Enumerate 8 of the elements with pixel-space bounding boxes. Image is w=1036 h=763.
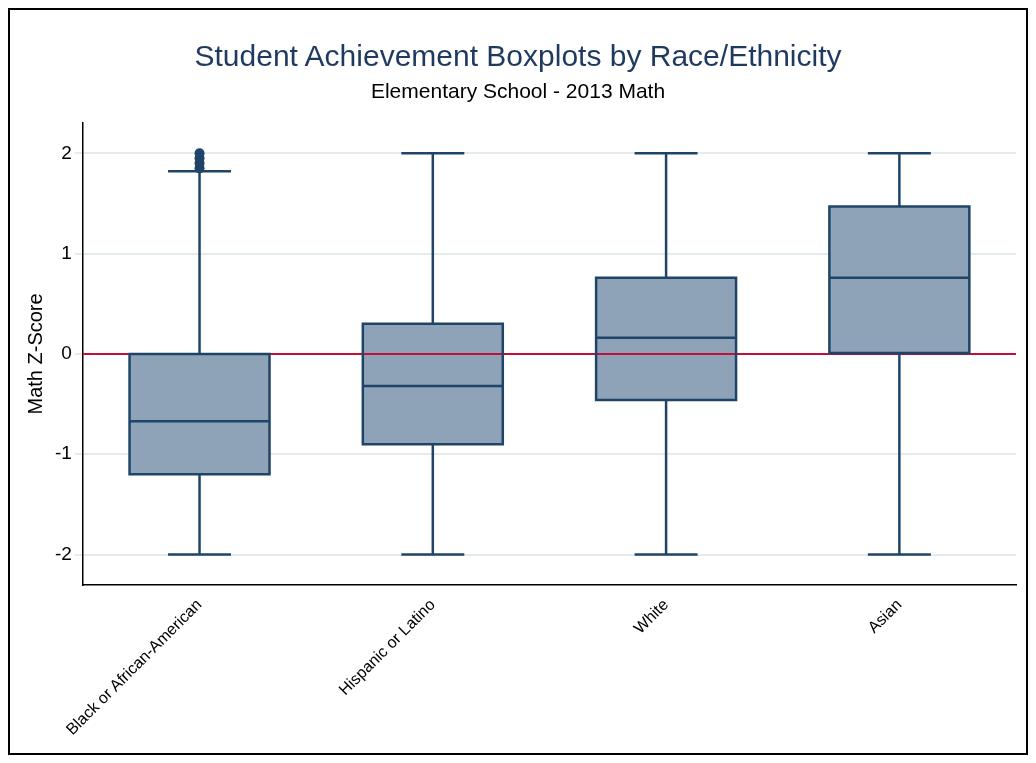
y-tick-label: -2 — [54, 542, 72, 564]
y-tick-label: 0 — [61, 342, 72, 364]
y-tick-label: 2 — [61, 141, 72, 163]
y-tick-label: -1 — [54, 442, 72, 464]
y-tick-label: 1 — [61, 241, 72, 263]
chart-title: Student Achievement Boxplots by Race/Ethnicity — [194, 39, 842, 73]
chart-subtitle: Elementary School - 2013 Math — [370, 79, 666, 103]
y-axis-title: Math Z-Score — [23, 293, 46, 415]
